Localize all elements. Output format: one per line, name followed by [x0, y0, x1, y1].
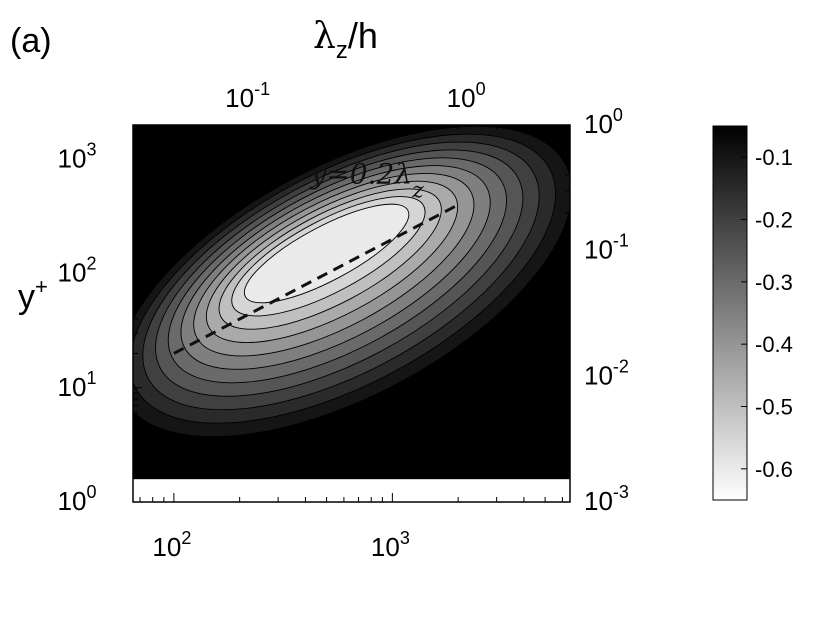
axis-tick-labels: 102 103 10-1 100 100 101 102 103 10-3 10-2 10-1 100 — [58, 79, 629, 562]
left-axis-title-main: y — [18, 278, 35, 316]
top-axis-title: λz/h — [313, 15, 378, 64]
contour-level — [243, 203, 410, 304]
left-tick-label: 103 — [58, 139, 97, 173]
right-tick-label: 100 — [584, 105, 623, 139]
annotation-label: y=0.2λz — [309, 158, 425, 204]
top-axis-title-sub: z — [336, 37, 348, 64]
top-axis-title-rest: /h — [348, 15, 378, 56]
colorbar — [712, 125, 748, 501]
colorbar-tick-label: -0.1 — [755, 145, 793, 170]
bottom-tick-label: 103 — [371, 528, 410, 562]
colorbar-tick-label: -0.5 — [755, 395, 793, 420]
colorbar-ticks: -0.1 -0.2 -0.3 -0.4 -0.5 -0.6 — [741, 145, 793, 482]
left-axis-title-sup: + — [35, 274, 48, 299]
left-tick-label: 101 — [58, 368, 97, 402]
annotation-main: y=0.2λ — [309, 158, 413, 191]
colorbar-tick-label: -0.6 — [755, 457, 793, 482]
panel-label: (a) — [10, 22, 52, 60]
plot-frame — [132, 124, 571, 503]
left-axis-title: y+ — [18, 274, 48, 316]
blank-region — [133, 478, 570, 502]
contour-fills — [133, 125, 570, 438]
colorbar-tick-label: -0.2 — [755, 208, 793, 233]
top-tick-label: 10-1 — [225, 79, 270, 113]
axis-ticks — [133, 124, 570, 503]
top-tick-label: 100 — [447, 79, 486, 113]
right-tick-label: 10-3 — [584, 482, 629, 516]
colorbar-tick-label: -0.4 — [755, 332, 793, 357]
bottom-tick-label: 102 — [152, 528, 191, 562]
contour-plot — [133, 125, 570, 502]
annotation-sub: z — [411, 179, 424, 204]
right-tick-label: 10-2 — [584, 356, 629, 390]
colorbar-tick-label: -0.3 — [755, 270, 793, 295]
right-tick-label: 10-1 — [584, 231, 629, 265]
left-tick-label: 102 — [58, 254, 97, 288]
top-axis-title-main: λ — [313, 16, 336, 57]
left-tick-label: 100 — [58, 482, 97, 516]
